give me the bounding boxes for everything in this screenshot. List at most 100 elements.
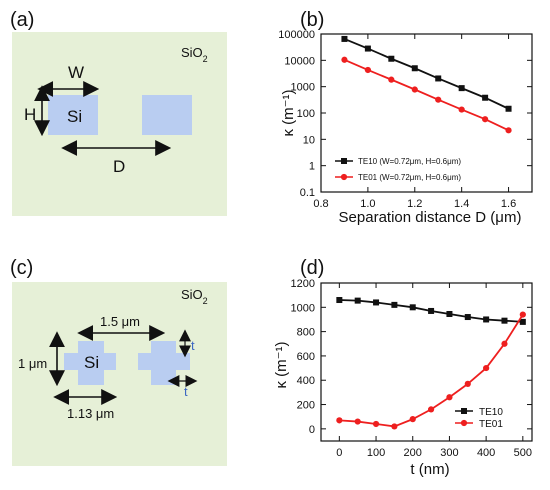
panel-c-t-vertical-label: t (191, 338, 195, 353)
panel-d: (d) 0 200 400 600 800 1000 1200 0 100 200 300 400 50… (273, 257, 533, 478)
chart-b-series-1-point (411, 86, 418, 93)
chart-b-series-1-point (364, 66, 371, 74)
chart-d-series-0-point (336, 297, 343, 304)
chart-b-series-1-point (435, 96, 442, 103)
chart-d: 0 200 400 600 800 1000 1200 0 100 200 300 400 500 t (… (273, 278, 533, 478)
chart-d-x-tick-label: 100 (367, 447, 385, 459)
chart-d-legend-label-0: TE10 (479, 407, 503, 418)
chart-b-y-tick-label: 0.1 (300, 187, 315, 199)
chart-b-series-0-point (435, 75, 442, 82)
chart-d-y-tick-label: 1000 (291, 302, 315, 314)
chart-b-y-tick-label: 1000 (291, 82, 315, 94)
chart-b-x-tick-label: 1.4 (454, 198, 469, 210)
panel-a-d-label: D (113, 157, 125, 176)
chart-d-series-1-point (483, 364, 490, 372)
chart-b-series-1-point (388, 76, 395, 83)
panel-b-letter: (b) (300, 9, 324, 31)
chart-d-series-1-point (446, 394, 453, 401)
chart-d-series-0-point (483, 316, 490, 323)
chart-d-y-tick-label: 0 (309, 424, 315, 436)
chart-d-series-0-point (428, 307, 435, 314)
chart-b-legend-label-1: TE01 (W=0.72μm, H=0.6μm) (358, 173, 461, 182)
chart-b-legend-marker-1 (340, 173, 348, 181)
chart-d-series-1-point (354, 418, 361, 425)
chart-b-series-0-point (505, 105, 512, 112)
chart-d-y-tick-label: 400 (297, 375, 315, 387)
chart-d-x-tick-label: 400 (477, 447, 495, 459)
chart-d-legend-marker-1 (460, 419, 468, 427)
chart-d-y-tick-label: 800 (297, 327, 315, 339)
panel-a-core-label: Si (67, 107, 82, 126)
chart-b-y-tick-label: 1 (309, 161, 315, 173)
chart-d-x-tick-label: 0 (336, 447, 342, 459)
panel-a: (a) SiO2 W H Si D (10, 9, 227, 216)
chart-b-series-0-point (388, 55, 395, 62)
panel-c-letter: (c) (10, 257, 33, 279)
panel-c-core-right (138, 341, 190, 385)
chart-d-x-tick-label: 200 (404, 447, 422, 459)
chart-d-legend-label-1: TE01 (479, 419, 503, 430)
chart-b-series-1-point (341, 56, 348, 63)
chart-b-x-tick-label: 0.8 (313, 198, 328, 210)
panel-d-letter: (d) (300, 257, 324, 279)
chart-d-series-0-point (409, 304, 416, 311)
chart-b-x-tick-label: 1.2 (407, 198, 422, 210)
panel-c-t-horizontal-label: t (184, 384, 188, 399)
panel-c-pitch-label: 1.5 μm (100, 314, 140, 329)
chart-d-series-0-point (519, 318, 526, 325)
chart-b-series-1-point (482, 116, 489, 123)
panel-a-core-right (142, 95, 192, 135)
chart-b-series-0-point (458, 85, 465, 92)
chart-b-legend-marker-0 (341, 158, 347, 164)
panel-c-width-label: 1.13 μm (67, 406, 114, 421)
chart-b-y-axis-title: κ (m⁻¹) (280, 89, 297, 136)
chart-b-frame (320, 33, 533, 193)
panel-a-w-label: W (68, 63, 84, 82)
panel-a-letter: (a) (10, 9, 34, 31)
panel-a-h-label: H (24, 105, 36, 124)
chart-b-series-0-point (364, 45, 371, 52)
panel-a-material-label: SiO2 (181, 45, 208, 64)
panel-c: (c) SiO2 1.5 μm 1 μm Si 1.13 μm t t (10, 257, 227, 466)
chart-b-y-tick-label: 10 (303, 134, 315, 146)
chart-b-x-tick-label: 1.0 (360, 198, 375, 210)
chart-d-y-axis-title: κ (m⁻¹) (273, 341, 290, 388)
panel-b: (b) 0.1 1 10 100 1000 10000 100000 0.8 1.0 1.2 1.4… (278, 9, 533, 226)
chart-b-series-0-point (341, 35, 348, 42)
chart-d-series-0-point (391, 301, 398, 308)
chart-d-frame (320, 282, 533, 442)
chart-d-series-1-point (464, 380, 471, 387)
chart-d-legend-marker-0 (461, 408, 467, 414)
chart-d-series-1-point (519, 311, 526, 318)
chart-b-series-0-point (411, 65, 418, 72)
chart-d-series-1-point (501, 340, 508, 347)
chart-b-x-tick-label: 1.6 (501, 198, 516, 210)
chart-d-y-tick-label: 200 (297, 400, 315, 412)
chart-d-x-tick-label: 300 (440, 447, 458, 459)
panel-a-core-left (48, 95, 98, 135)
chart-d-series-1-point (409, 416, 416, 423)
chart-b: 0.1 1 10 100 1000 10000 100000 0.8 1.0 1.2 1.4 1.6S… (278, 29, 533, 226)
panel-c-cladding (12, 282, 227, 466)
chart-b-series-0-point (482, 94, 489, 101)
chart-d-series-0-point (354, 297, 361, 304)
chart-b-series-1-point (458, 106, 465, 113)
chart-d-series-0-point (373, 299, 380, 306)
panel-c-core-left (64, 341, 116, 385)
chart-b-series-1-line (344, 58, 509, 132)
chart-b-series-0-line (344, 38, 509, 110)
panel-c-material-label: SiO2 (181, 287, 208, 306)
chart-d-series-1-point (336, 417, 343, 424)
chart-b-y-tick-label: 100000 (278, 29, 315, 41)
chart-d-x-tick-label: 500 (514, 447, 532, 459)
panel-c-height-label: 1 μm (18, 356, 47, 371)
chart-d-series-1-point (427, 406, 435, 413)
chart-b-series-1-point (505, 127, 512, 134)
chart-d-x-axis-title: t (nm) (410, 461, 449, 478)
chart-d-y-tick-label: 1200 (291, 278, 315, 290)
chart-b-legend-label-0: TE10 (W=0.72μm, H=0.6μm) (358, 157, 461, 166)
chart-d-series-1-point (372, 420, 380, 428)
chart-b-x-axis-title: Separation distance D (μm) (339, 209, 522, 226)
